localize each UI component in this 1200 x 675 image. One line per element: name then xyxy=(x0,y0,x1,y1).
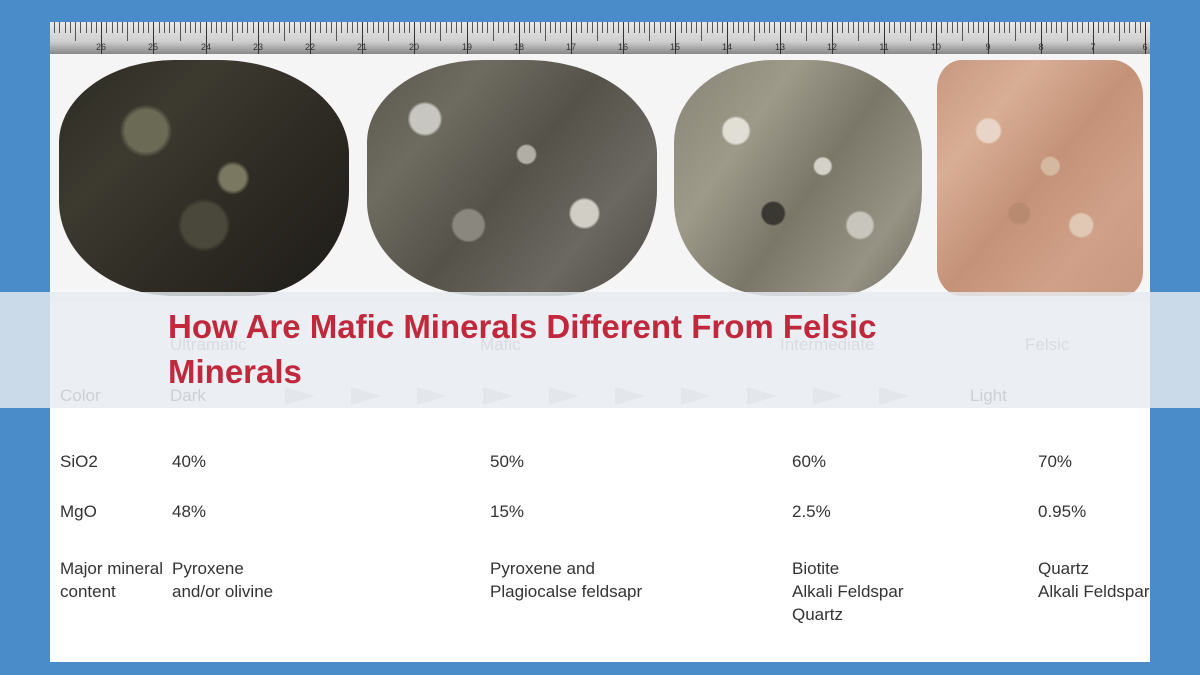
mgo-mafic: 15% xyxy=(490,502,792,522)
mineral-mafic: Pyroxene andPlagiocalse feldsapr xyxy=(490,558,792,604)
row-mineral: Major mineralcontent Pyroxeneand/or oliv… xyxy=(60,558,1150,627)
mgo-felsic: 0.95% xyxy=(1038,502,1158,522)
rock-mafic xyxy=(358,54,666,302)
row-mgo: MgO 48% 15% 2.5% 0.95% xyxy=(60,502,1150,522)
data-table-area: Color Dark Light SiO2 40% 50% 60% 70% Mg… xyxy=(50,370,1150,662)
mineral-ultramafic: Pyroxeneand/or olivine xyxy=(172,558,490,604)
mineral-intermediate: BiotiteAlkali FeldsparQuartz xyxy=(792,558,1038,627)
sio2-intermediate: 60% xyxy=(792,452,1038,472)
row-label-mgo: MgO xyxy=(60,502,172,522)
mineral-felsic: QuartzAlkali Feldspar xyxy=(1038,558,1158,604)
row-label-sio2: SiO2 xyxy=(60,452,172,472)
mgo-ultramafic: 48% xyxy=(172,502,490,522)
rock-specimens-row xyxy=(50,54,1150,302)
page-title: How Are Mafic Minerals Different From Fe… xyxy=(168,305,988,394)
ruler: 67891011121314151617181920212223242526 xyxy=(50,22,1150,54)
row-sio2: SiO2 40% 50% 60% 70% xyxy=(60,452,1150,472)
sio2-felsic: 70% xyxy=(1038,452,1158,472)
row-label-mineral: Major mineralcontent xyxy=(60,558,172,604)
sio2-ultramafic: 40% xyxy=(172,452,490,472)
rock-felsic xyxy=(930,54,1150,302)
rock-intermediate xyxy=(666,54,930,302)
title-overlay-band: How Are Mafic Minerals Different From Fe… xyxy=(0,292,1200,408)
mgo-intermediate: 2.5% xyxy=(792,502,1038,522)
rock-ultramafic xyxy=(50,54,358,302)
sio2-mafic: 50% xyxy=(490,452,792,472)
